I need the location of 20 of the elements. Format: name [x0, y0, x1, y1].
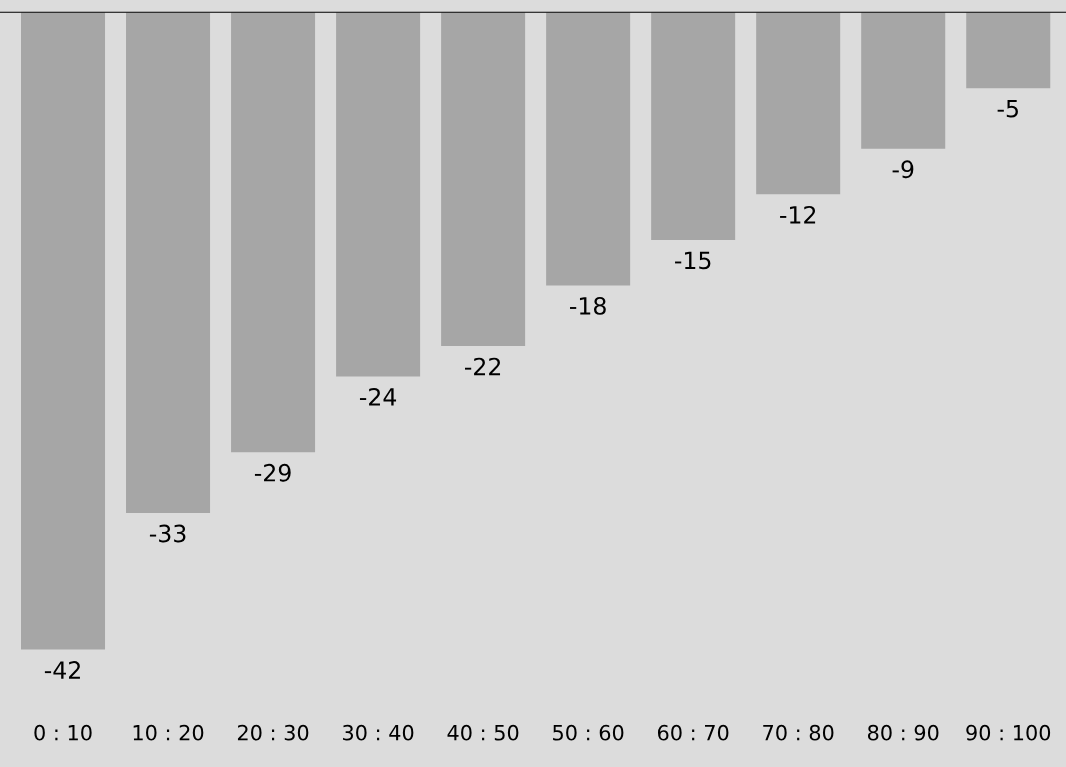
x-tick-label: 0 : 10: [34, 724, 92, 741]
data-label: -15: [675, 251, 711, 270]
data-label: -9: [892, 160, 914, 179]
x-tick-label: 90 : 100: [966, 724, 1051, 741]
x-tick-label: 20 : 30: [237, 724, 309, 741]
data-label: -29: [254, 463, 291, 482]
data-label: -22: [464, 357, 501, 376]
x-tick-label: 60 : 70: [657, 724, 729, 741]
data-label: -18: [570, 296, 606, 315]
x-tick-label: 50 : 60: [553, 724, 624, 741]
x-tick-label: 30 : 40: [343, 724, 414, 741]
x-tick-label: 70 : 80: [763, 724, 834, 741]
x-tick-label: 80 : 90: [867, 724, 939, 741]
data-label: -24: [359, 387, 397, 406]
data-label: -33: [149, 524, 186, 543]
x-tick-label: 40 : 50: [447, 724, 519, 741]
data-label: -5: [997, 99, 1018, 118]
data-label: -42: [44, 661, 80, 679]
x-tick-label: 10 : 20: [133, 724, 204, 741]
data-label: -12: [780, 205, 816, 224]
